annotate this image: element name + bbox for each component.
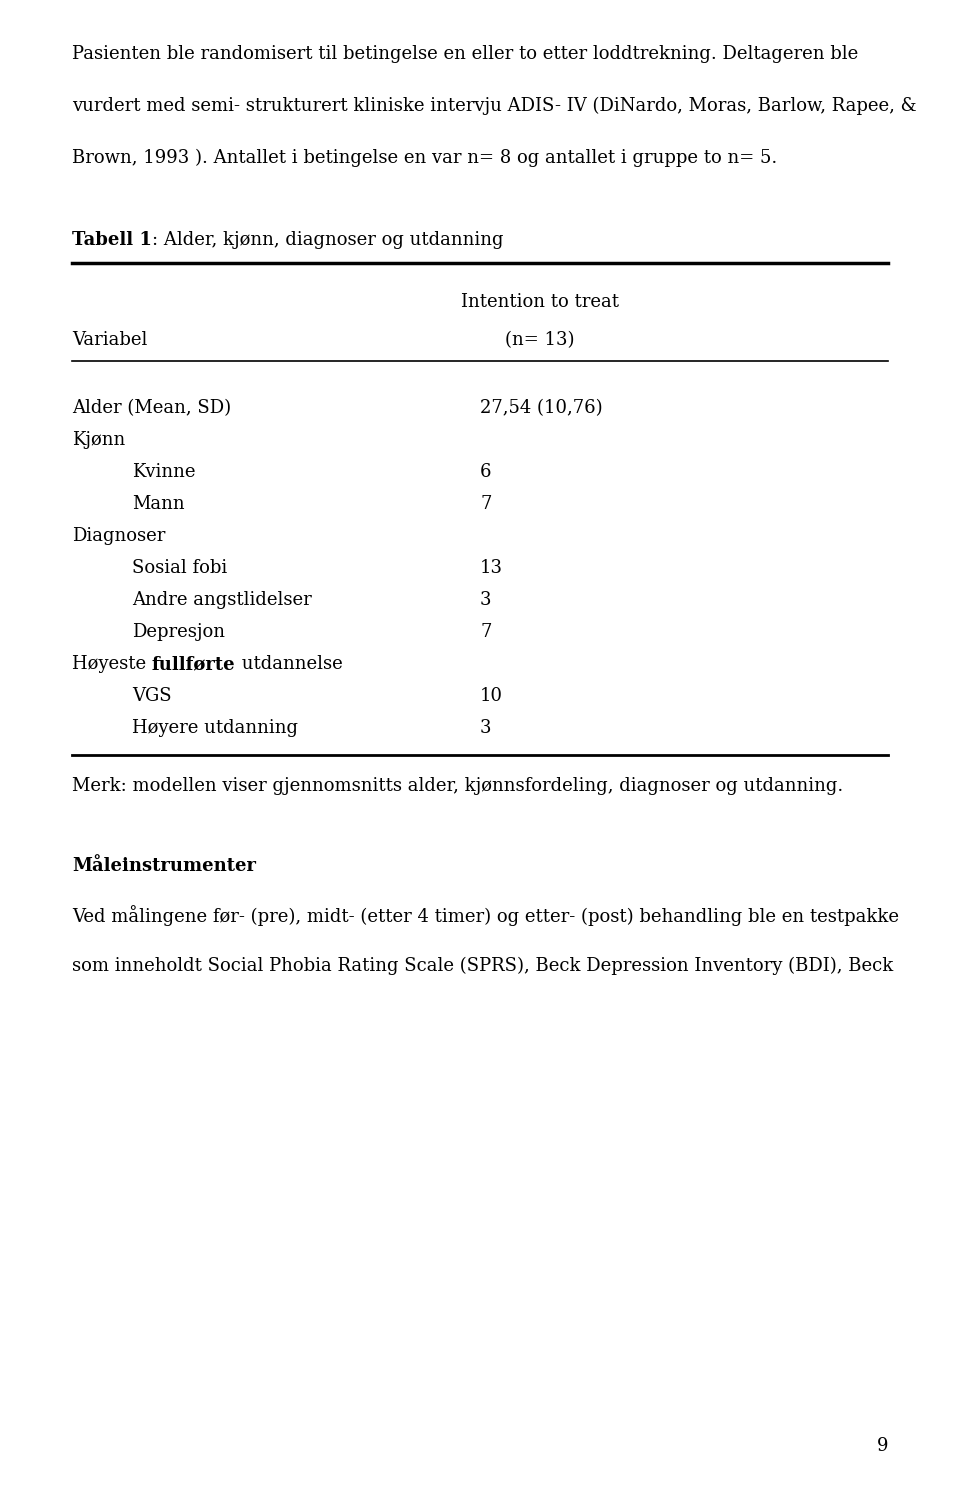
Text: Sosial fobi: Sosial fobi — [132, 559, 228, 577]
Text: Kjønn: Kjønn — [72, 431, 125, 448]
Text: Alder (Mean, SD): Alder (Mean, SD) — [72, 399, 231, 417]
Text: utdannelse: utdannelse — [235, 656, 343, 673]
Text: 3: 3 — [480, 592, 492, 609]
Text: Høyere utdanning: Høyere utdanning — [132, 720, 298, 738]
Text: Ved målingene før- (pre), midt- (etter 4 timer) og etter- (post) behandling ble : Ved målingene før- (pre), midt- (etter 4… — [72, 904, 899, 925]
Text: Depresjon: Depresjon — [132, 623, 225, 641]
Text: VGS: VGS — [132, 687, 172, 705]
Text: 7: 7 — [480, 495, 492, 513]
Text: Diagnoser: Diagnoser — [72, 527, 165, 545]
Text: Tabell 1: Tabell 1 — [72, 231, 152, 249]
Text: Kvinne: Kvinne — [132, 463, 196, 481]
Text: 27,54 (10,76): 27,54 (10,76) — [480, 399, 603, 417]
Text: 3: 3 — [480, 720, 492, 738]
Text: 7: 7 — [480, 623, 492, 641]
Text: 13: 13 — [480, 559, 503, 577]
Text: Variabel: Variabel — [72, 331, 148, 349]
Text: Merk: modellen viser gjennomsnitts alder, kjønnsfordeling, diagnoser og utdannin: Merk: modellen viser gjennomsnitts alder… — [72, 776, 843, 796]
Text: Mann: Mann — [132, 495, 184, 513]
Text: 10: 10 — [480, 687, 503, 705]
Text: (n= 13): (n= 13) — [505, 331, 575, 349]
Text: Måleinstrumenter: Måleinstrumenter — [72, 857, 256, 875]
Text: fullførte: fullførte — [152, 656, 235, 673]
Text: Høyeste: Høyeste — [72, 656, 152, 673]
Text: Andre angstlidelser: Andre angstlidelser — [132, 592, 312, 609]
Text: som inneholdt Social Phobia Rating Scale (SPRS), Beck Depression Inventory (BDI): som inneholdt Social Phobia Rating Scale… — [72, 957, 893, 976]
Text: Intention to treat: Intention to treat — [461, 294, 619, 311]
Text: Pasienten ble randomisert til betingelse en eller to etter loddtrekning. Deltage: Pasienten ble randomisert til betingelse… — [72, 45, 858, 63]
Text: : Alder, kjønn, diagnoser og utdanning: : Alder, kjønn, diagnoser og utdanning — [152, 231, 503, 249]
Text: vurdert med semi- strukturert kliniske intervju ADIS- IV (DiNardo, Moras, Barlow: vurdert med semi- strukturert kliniske i… — [72, 97, 917, 115]
Text: 9: 9 — [876, 1436, 888, 1456]
Text: 6: 6 — [480, 463, 492, 481]
Text: Brown, 1993 ). Antallet i betingelse en var n= 8 og antallet i gruppe to n= 5.: Brown, 1993 ). Antallet i betingelse en … — [72, 149, 778, 167]
